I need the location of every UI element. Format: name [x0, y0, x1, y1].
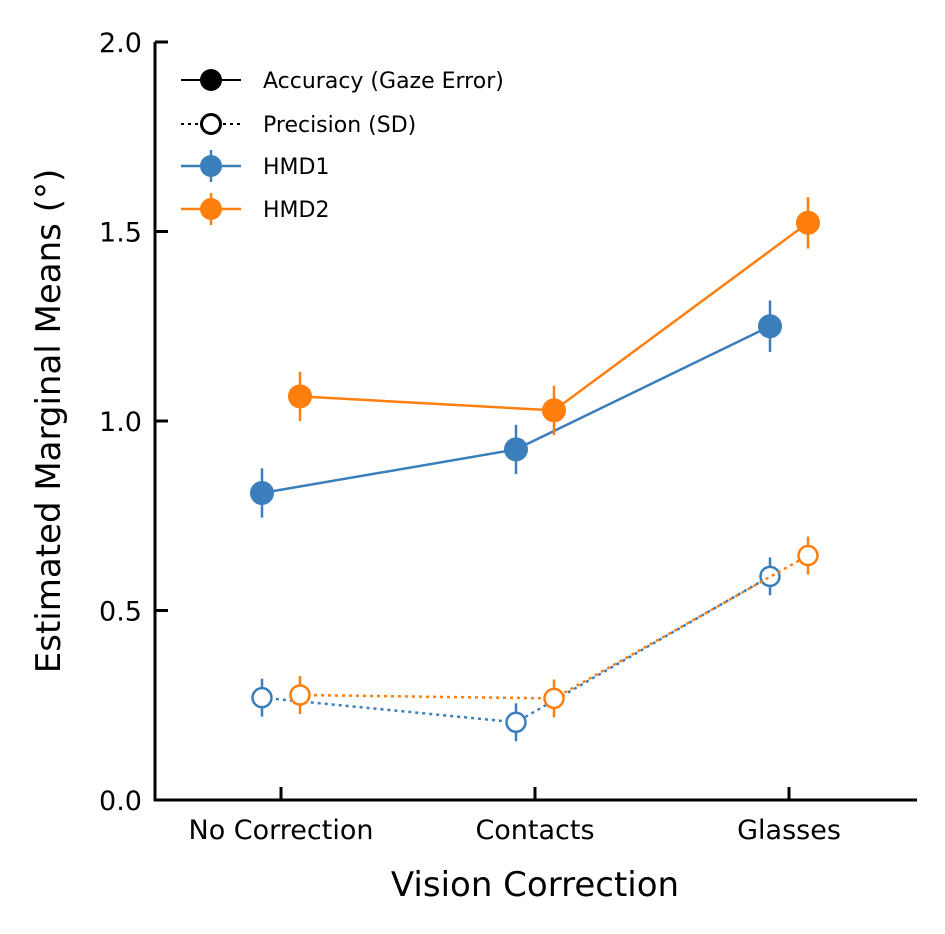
legend-label: HMD2	[263, 198, 329, 223]
plot-area	[250, 197, 820, 742]
y-ticks: 0.0 0.5 1.0 1.5 2.0	[99, 28, 168, 817]
data-point	[250, 481, 274, 506]
series-hmd2-accuracy	[288, 197, 820, 436]
y-axis-title: Estimated Marginal Means (°)	[29, 169, 69, 673]
data-point	[797, 544, 819, 567]
legend-entry: HMD2	[181, 193, 329, 225]
series-line	[299, 221, 809, 412]
x-tick-label: Contacts	[475, 815, 594, 846]
legend-marker	[200, 155, 222, 177]
x-tick-label: Glasses	[737, 815, 841, 846]
y-tick-label: 0.0	[99, 786, 142, 817]
legend-entry: Precision (SD)	[181, 113, 416, 138]
series-hmd1-precision	[251, 557, 781, 742]
legend-marker	[200, 113, 222, 135]
series-hmd1-accuracy	[250, 300, 782, 518]
data-point	[504, 437, 528, 462]
data-point	[251, 686, 273, 709]
data-point	[758, 314, 782, 339]
data-point	[759, 565, 781, 588]
series-line	[299, 554, 809, 700]
y-tick-label: 1.5	[99, 218, 142, 249]
legend-label: HMD1	[263, 155, 329, 180]
legend-marker	[200, 69, 222, 91]
legend-label: Precision (SD)	[263, 113, 416, 138]
data-point	[543, 687, 565, 710]
x-axis-title: Vision Correction	[391, 865, 679, 905]
legend-entry: HMD1	[181, 150, 329, 182]
y-tick-label: 2.0	[99, 28, 142, 59]
x-ticks: No Correction Contacts Glasses	[189, 787, 841, 846]
x-tick-label: No Correction	[189, 815, 374, 846]
data-point	[505, 711, 527, 734]
legend-marker	[200, 198, 222, 220]
data-point	[796, 210, 820, 235]
series-hmd2-precision	[289, 536, 819, 718]
legend-entry: Accuracy (Gaze Error)	[181, 69, 504, 94]
data-point	[288, 384, 312, 409]
data-point	[542, 398, 566, 423]
legend: Accuracy (Gaze Error) Precision (SD) HMD1 H…	[181, 69, 504, 225]
data-point	[289, 684, 311, 706]
series-line	[261, 575, 771, 724]
legend-label: Accuracy (Gaze Error)	[263, 69, 504, 94]
y-tick-label: 1.0	[99, 407, 142, 438]
y-tick-label: 0.5	[99, 597, 142, 628]
